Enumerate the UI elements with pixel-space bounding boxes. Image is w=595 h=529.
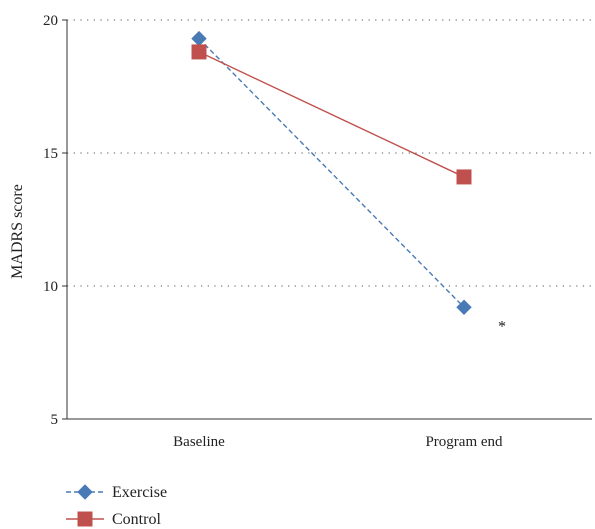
y-tick-label: 10 (43, 279, 58, 295)
legend: Exercise Control (66, 484, 167, 528)
x-tick-label: Baseline (173, 434, 225, 450)
y-tick-label: 5 (51, 412, 59, 428)
x-tick-labels: Baseline Program end (173, 434, 503, 450)
annotations: * (498, 318, 506, 335)
data-point-control (192, 45, 206, 59)
series (192, 32, 471, 315)
y-tick-label: 20 (43, 13, 58, 29)
legend-marker-icon (78, 512, 92, 526)
legend-marker-icon (78, 485, 92, 499)
legend-item-control: Control (66, 511, 161, 528)
grid-lines (67, 20, 592, 286)
data-point-exercise (192, 32, 206, 46)
axes (67, 20, 592, 419)
series-line-exercise (199, 39, 464, 308)
significance-marker: * (498, 318, 506, 335)
y-axis-title: MADRS score (9, 184, 26, 279)
data-point-control (457, 170, 471, 184)
series-line-control (199, 52, 464, 177)
legend-label: Control (112, 511, 161, 528)
y-tick-labels: 5 10 15 20 (43, 13, 67, 428)
legend-item-exercise: Exercise (66, 484, 167, 501)
x-tick-label: Program end (425, 434, 503, 450)
legend-label: Exercise (112, 484, 167, 501)
y-tick-label: 15 (43, 146, 58, 162)
